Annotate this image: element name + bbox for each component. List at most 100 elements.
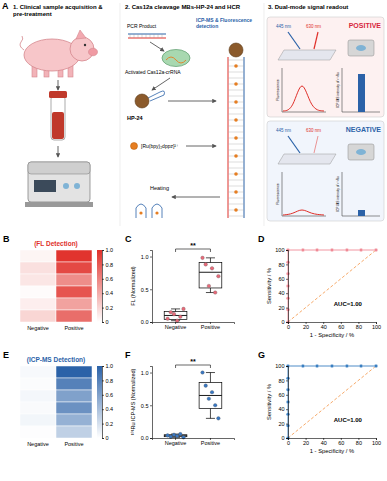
arrow xyxy=(186,146,216,147)
tick: 1.0 xyxy=(102,363,113,369)
cell xyxy=(20,310,56,322)
significance-bracket xyxy=(176,249,211,252)
tick: 100 xyxy=(275,247,288,253)
chart-title: (ICP-MS Detection) xyxy=(27,356,86,364)
point xyxy=(301,364,305,368)
tick-mark xyxy=(102,279,104,280)
tick: 80 xyxy=(278,262,288,268)
mini-axis xyxy=(282,68,326,112)
series-line xyxy=(288,250,376,322)
panel-label: F xyxy=(125,350,131,360)
readout-box xyxy=(267,17,384,117)
dna-rung xyxy=(134,34,135,38)
median xyxy=(199,272,222,273)
label: 630 nm xyxy=(306,24,321,29)
tick-mark xyxy=(286,366,288,367)
arrow xyxy=(150,42,164,51)
hcr-rung xyxy=(228,204,244,205)
tick-label: 1.0 xyxy=(106,363,114,369)
hcr-rung xyxy=(228,60,244,61)
tick: 20 xyxy=(303,322,309,330)
y-axis: 0.00.51.0 xyxy=(141,251,153,326)
label: Activated Cas12a-crRNA xyxy=(125,69,181,75)
plot-area xyxy=(164,256,222,322)
tick: Negative xyxy=(27,322,49,331)
mini-peak xyxy=(283,86,324,111)
emission-beam xyxy=(314,32,318,49)
hcr-rung xyxy=(228,150,244,151)
arrow xyxy=(172,197,220,198)
tick-label: 80 xyxy=(356,324,362,330)
cell xyxy=(20,366,56,378)
annotation: AUC=1.00 xyxy=(334,417,363,423)
tick-label: 60 xyxy=(278,276,284,282)
point xyxy=(172,312,176,316)
tick: 60 xyxy=(278,392,288,398)
tick-label: 1.0 xyxy=(141,370,149,376)
dna-rung xyxy=(154,34,155,38)
point xyxy=(301,248,305,252)
tick: 20 xyxy=(278,421,288,427)
plot-area xyxy=(286,248,378,324)
tick-label: 100 xyxy=(275,363,284,369)
cell xyxy=(20,378,56,390)
pig-eye xyxy=(84,44,86,46)
point xyxy=(286,436,290,440)
point xyxy=(330,248,334,252)
section-title: 1. Clinical sample acquisition &pre-trea… xyxy=(13,4,103,17)
hcr-rung xyxy=(228,96,244,97)
tick-label: 20 xyxy=(303,324,309,330)
cell xyxy=(20,262,56,274)
arrow xyxy=(58,80,59,90)
tick-label: 0 xyxy=(287,440,290,446)
sample-plate xyxy=(278,50,336,60)
tick-label: 0.8 xyxy=(106,378,114,384)
released-hairpin xyxy=(136,204,146,218)
x-axis: 020406080100 xyxy=(287,438,381,446)
y-axis-line xyxy=(150,367,153,439)
x-axis-line xyxy=(289,323,377,325)
dna-rung xyxy=(142,34,143,38)
tick-mark xyxy=(286,293,288,294)
axis-title: 1 - Specificity / % xyxy=(310,332,354,338)
tick: 80 xyxy=(356,438,362,446)
tube-cap xyxy=(49,91,67,98)
whisker-cap xyxy=(206,372,215,373)
colorbar-axis: 00.20.40.60.81.0 xyxy=(102,363,113,441)
tick-label: Negative xyxy=(165,324,187,330)
tick-label: 0.4 xyxy=(106,406,114,412)
section-title: 3. Dual-mode signal readout xyxy=(268,4,348,10)
tick-label: Negative xyxy=(165,440,187,446)
point xyxy=(213,291,217,295)
pcr-button xyxy=(63,183,69,189)
point xyxy=(210,390,214,394)
panel-label: B xyxy=(3,234,10,244)
ru-dye xyxy=(234,64,238,68)
y-axis: 020406080100 xyxy=(275,363,288,441)
tick: 40 xyxy=(278,290,288,296)
dna-rung xyxy=(138,34,139,38)
panel-a: A1. Clinical sample acquisition &pre-tre… xyxy=(2,1,384,226)
hcr-rung xyxy=(228,132,244,133)
magnetic-bead xyxy=(229,43,243,57)
text-line: detection xyxy=(196,23,218,29)
label: Fluorescence xyxy=(276,79,280,101)
x-axis: Negative Positive xyxy=(153,322,235,330)
label: HP-24 xyxy=(127,115,144,121)
positive-readout: POSITIVE445 nm630 nmFluorescenceICP-MS i… xyxy=(267,17,384,117)
cell xyxy=(20,250,56,262)
panel-label: C xyxy=(125,234,132,244)
heatmap-chart: NegativePositive00.20.40.60.81.0(FL Dete… xyxy=(3,234,113,331)
tick-label: Positive xyxy=(201,324,220,330)
series-line xyxy=(288,366,376,438)
box-chart: 0.00.51.0NegativePositive¹⁰¹Ru ICP-MS (N… xyxy=(125,350,235,446)
tick: 0.2 xyxy=(102,305,113,311)
label: ICP-MS intensity of ¹⁰¹Ru xyxy=(336,176,340,212)
arrow xyxy=(58,146,59,157)
point xyxy=(166,317,170,321)
annotation: ** xyxy=(190,242,196,249)
point xyxy=(169,310,173,314)
pcr-base xyxy=(25,202,93,207)
tick-mark xyxy=(102,264,104,265)
tick-label: 1.0 xyxy=(106,247,114,253)
